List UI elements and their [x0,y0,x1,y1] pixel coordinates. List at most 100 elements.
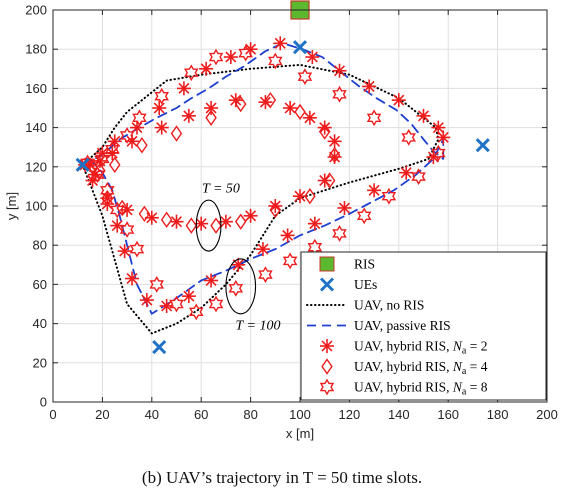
star-marker [204,273,219,288]
star-marker [243,208,258,223]
star-marker [332,63,347,78]
y-tick-label: 160 [25,81,47,96]
hexagram-marker [381,187,397,205]
legend-entry: UAV, no RIS [306,298,424,313]
x-tick-label: 0 [49,407,56,422]
diamond-marker [138,205,151,223]
x-tick-label: 160 [437,407,459,422]
hexagram-marker [297,68,313,86]
star-marker [159,298,174,313]
annotation-label: T = 50 [202,181,240,196]
hexagram-marker [100,181,115,199]
legend-entry: UAV, hybrid RIS, Na = 2 [320,339,488,357]
diamond-marker [323,172,336,189]
hexagram-marker [169,295,184,313]
diamond-marker [264,91,277,109]
hexagram-marker [149,276,165,293]
hexagram-marker [184,64,199,82]
hexagram-marker [268,52,283,70]
axis-ticks: 0 20 40 60 80 100 120 140 160 180 200 0 20 40 60 80 100 1… [25,3,558,423]
hexagram-marker [228,279,244,297]
star-marker [199,61,214,76]
hexagram-marker [90,166,105,184]
ue-x-marker [292,40,308,55]
star-marker [154,120,169,135]
hexagram-marker [238,44,253,62]
y-tick-label: 80 [33,238,47,253]
diamond-marker [108,156,121,174]
star-marker [181,289,196,304]
star-marker [258,95,273,110]
series-uav-passive-ris [81,42,445,315]
ue-markers [75,40,490,355]
legend-entry: UAV, hybrid RIS, Na = 4 [321,358,488,377]
star-marker [416,108,431,123]
star-marker [362,79,377,94]
star-marker [283,101,298,115]
star-marker [223,50,238,65]
star-marker [204,101,219,115]
hexagram-marker [282,252,298,270]
figure-caption: (b) UAV’s trajectory in T = 50 time slot… [141,468,423,487]
hexagram-marker [129,240,145,258]
hexagram-marker [356,207,372,225]
star-marker [169,214,184,229]
legend-entry: UEs [319,277,377,292]
ue-x-marker [475,138,490,153]
hexagram-marker [208,48,224,66]
x-tick-label: 80 [243,407,257,422]
hexagram-marker [119,127,135,144]
hexagram-marker [95,150,110,168]
diamond-marker [210,217,222,234]
diamond-marker [304,187,316,205]
annotation-ellipse [225,258,257,315]
hexagram-marker [208,295,224,313]
star-marker [176,81,191,96]
y-tick-label: 20 [33,355,47,370]
diamond-marker [328,146,341,164]
x-tick-label: 20 [95,407,109,422]
y-tick-label: 60 [33,277,47,292]
y-tick-label: 200 [25,3,47,18]
diamond-marker [269,201,282,219]
hexagram-marker [411,168,426,185]
x-axis-label: x [m] [286,426,314,441]
hexagram-marker [154,87,169,105]
star-marker [255,242,270,257]
star-marker [327,134,342,149]
diamond-marker [185,217,198,234]
diamond-marker [160,211,173,228]
diamond-marker [318,123,331,140]
legend-entry: UAV, passive RIS [307,318,451,333]
legend-diamond-swatch [321,358,333,375]
hexagram-marker [188,303,204,321]
x-tick-label: 40 [145,407,159,422]
legend-ris-swatch [319,256,335,272]
hexagram-marker [105,140,120,158]
x-tick-label: 120 [339,407,361,422]
star-marker [139,293,154,308]
star-marker [399,165,414,180]
legend-entry: RIS [319,256,375,272]
hexagram-marker [119,221,135,238]
x-tick-label: 100 [289,407,311,422]
diamond-marker [205,109,217,127]
y-tick-label: 0 [40,395,47,410]
y-tick-label: 120 [25,159,47,174]
star-marker [268,199,283,213]
legend-label: UAV, no RIS [354,298,424,313]
y-tick-label: 180 [25,42,47,57]
star-marker [305,50,320,65]
x-tick-label: 180 [487,407,509,422]
trajectory-line [81,42,445,315]
star-marker [367,183,382,198]
hexagram-marker [332,225,347,242]
ue-x-marker [152,340,167,355]
star-marker [391,93,406,108]
trajectory-chart: 0 20 40 60 80 100 120 140 160 180 200 0 20 40 60 80 100 1… [4,0,558,441]
star-marker [307,216,322,231]
star-marker [181,108,196,123]
x-tick-label: 60 [194,407,208,422]
legend-label: RIS [354,257,375,272]
axes-box [52,9,548,403]
